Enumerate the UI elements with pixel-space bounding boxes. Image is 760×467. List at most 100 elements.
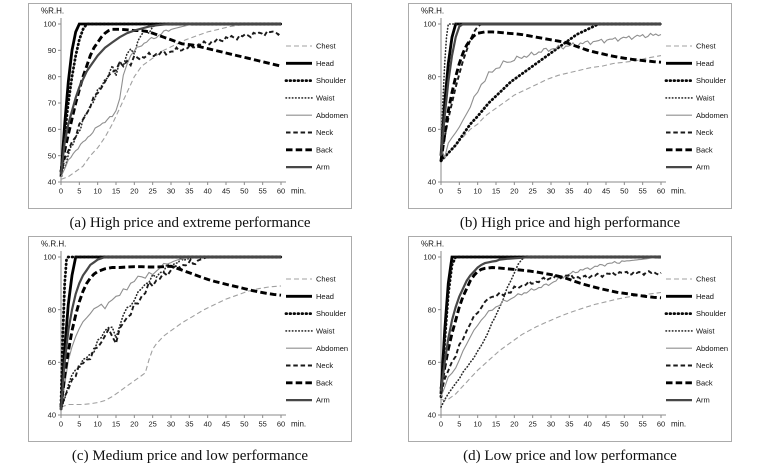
svg-text:min.: min. [291, 420, 306, 429]
svg-text:Neck: Neck [696, 128, 713, 137]
svg-text:60: 60 [277, 420, 285, 429]
svg-text:40: 40 [583, 420, 591, 429]
svg-text:Shoulder: Shoulder [696, 309, 727, 318]
svg-text:Head: Head [696, 59, 714, 68]
svg-text:45: 45 [602, 420, 610, 429]
svg-text:80: 80 [428, 72, 436, 81]
svg-text:Chest: Chest [316, 42, 337, 51]
svg-text:55: 55 [258, 420, 266, 429]
chart-caption-b: (b) High price and high performance [459, 215, 681, 231]
svg-text:10: 10 [473, 187, 481, 196]
svg-text:Head: Head [316, 59, 334, 68]
svg-text:20: 20 [130, 187, 138, 196]
line-chart-c: 40 60 80 100 0 5 10 15 20 25 30 35 40 45 50 55 60 %.R.H. m… [41, 240, 348, 429]
line-chart-a: 40 50 60 70 80 90 100 0 5 10 15 20 25 30 35 40 45 50 55 60%… [41, 7, 348, 196]
svg-text:5: 5 [457, 187, 461, 196]
svg-text:60: 60 [657, 187, 665, 196]
svg-text:Abdomen: Abdomen [696, 111, 728, 120]
svg-text:Arm: Arm [316, 396, 330, 405]
svg-text:Back: Back [696, 145, 713, 154]
svg-text:Arm: Arm [316, 163, 330, 172]
svg-text:80: 80 [48, 72, 56, 81]
svg-text:Back: Back [316, 145, 333, 154]
svg-text:45: 45 [222, 187, 230, 196]
svg-text:Abdomen: Abdomen [316, 344, 348, 353]
svg-text:%R.H.: %R.H. [41, 7, 64, 16]
svg-text:Arm: Arm [696, 396, 710, 405]
svg-text:35: 35 [565, 420, 573, 429]
svg-text:55: 55 [638, 420, 646, 429]
svg-text:Chest: Chest [316, 275, 337, 284]
svg-text:Waist: Waist [316, 94, 335, 103]
svg-text:min.: min. [291, 187, 306, 196]
svg-text:50: 50 [240, 187, 248, 196]
svg-text:60: 60 [48, 125, 56, 134]
svg-text:%R.H.: %R.H. [421, 7, 444, 16]
svg-text:Waist: Waist [316, 327, 335, 336]
svg-text:Head: Head [696, 292, 714, 301]
chart-caption-a: (a) High price and extreme performance [69, 215, 311, 231]
svg-text:35: 35 [565, 187, 573, 196]
svg-text:100: 100 [423, 20, 436, 29]
svg-text:Neck: Neck [316, 128, 333, 137]
svg-text:50: 50 [620, 187, 628, 196]
svg-text:40: 40 [428, 411, 436, 420]
chart-caption-d: (d) Low price and low performance [463, 448, 677, 464]
svg-text:50: 50 [620, 420, 628, 429]
svg-text:30: 30 [167, 420, 175, 429]
svg-text:Abdomen: Abdomen [696, 344, 728, 353]
svg-text:0: 0 [59, 187, 63, 196]
svg-text:40: 40 [428, 178, 436, 187]
svg-text:5: 5 [77, 420, 81, 429]
svg-text:45: 45 [602, 187, 610, 196]
svg-text:5: 5 [77, 187, 81, 196]
svg-text:60: 60 [277, 187, 285, 196]
svg-text:55: 55 [258, 187, 266, 196]
svg-text:30: 30 [547, 187, 555, 196]
svg-text:Neck: Neck [316, 361, 333, 370]
chart-panel-b: 40 60 80 100 0 5 10 15 20 25 30 35 40 45 50 55 60 %R.H. mi… [380, 0, 760, 233]
svg-text:5: 5 [457, 420, 461, 429]
svg-text:90: 90 [48, 46, 56, 55]
svg-text:Chest: Chest [696, 42, 717, 51]
chart-panel-c: 40 60 80 100 0 5 10 15 20 25 30 35 40 45 50 55 60 %.R.H. m… [0, 233, 380, 467]
svg-text:10: 10 [473, 420, 481, 429]
svg-text:10: 10 [93, 187, 101, 196]
svg-text:0: 0 [439, 187, 443, 196]
svg-text:Abdomen: Abdomen [316, 111, 348, 120]
svg-text:40: 40 [48, 411, 56, 420]
svg-text:25: 25 [528, 187, 536, 196]
svg-text:Head: Head [316, 292, 334, 301]
svg-text:10: 10 [93, 420, 101, 429]
svg-text:Back: Back [696, 378, 713, 387]
svg-text:50: 50 [48, 151, 56, 160]
svg-text:40: 40 [203, 420, 211, 429]
svg-text:20: 20 [510, 420, 518, 429]
svg-text:80: 80 [48, 305, 56, 314]
svg-text:60: 60 [428, 358, 436, 367]
chart-panel-d: 40 60 80 100 0 5 10 15 20 25 30 35 40 45 50 55 60 %R.H. mi… [380, 233, 760, 467]
svg-text:40: 40 [48, 178, 56, 187]
chart-box-a: 40 50 60 70 80 90 100 0 5 10 15 20 25 30 35 40 45 50 55 60%… [28, 3, 352, 209]
svg-text:%R.H.: %R.H. [421, 240, 444, 249]
svg-text:min.: min. [671, 187, 686, 196]
svg-text:15: 15 [112, 420, 120, 429]
svg-text:60: 60 [657, 420, 665, 429]
svg-text:Waist: Waist [696, 94, 715, 103]
svg-text:Arm: Arm [696, 163, 710, 172]
svg-text:60: 60 [48, 358, 56, 367]
line-chart-b: 40 60 80 100 0 5 10 15 20 25 30 35 40 45 50 55 60 %R.H. mi… [421, 7, 728, 196]
svg-text:min.: min. [671, 420, 686, 429]
svg-text:%.R.H.: %.R.H. [41, 240, 66, 249]
svg-text:Shoulder: Shoulder [316, 76, 347, 85]
svg-text:35: 35 [185, 420, 193, 429]
svg-text:Chest: Chest [696, 275, 717, 284]
svg-text:Shoulder: Shoulder [316, 309, 347, 318]
svg-text:30: 30 [547, 420, 555, 429]
svg-text:0: 0 [59, 420, 63, 429]
svg-text:30: 30 [167, 187, 175, 196]
svg-text:25: 25 [148, 187, 156, 196]
svg-text:40: 40 [583, 187, 591, 196]
svg-text:Back: Back [316, 378, 333, 387]
